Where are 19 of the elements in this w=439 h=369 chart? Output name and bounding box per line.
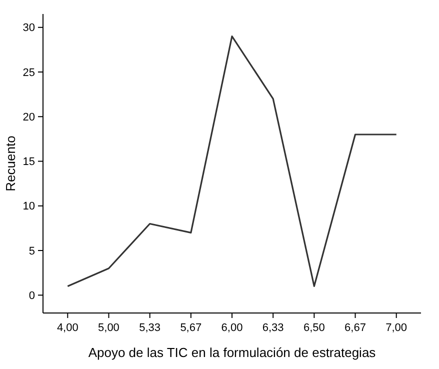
y-tick-label: 30 [22, 22, 35, 34]
x-tick-label: 5,00 [98, 322, 120, 334]
line-series [66, 36, 398, 288]
x-tick-label: 6,00 [221, 322, 243, 334]
x-tick-label: 6,67 [344, 322, 366, 334]
y-tick-label: 15 [22, 156, 35, 168]
x-axis-title: Apoyo de las TIC en la formulación de estrategias [88, 345, 376, 360]
x-tick-label: 4,00 [56, 322, 78, 334]
x-tick-label: 5,33 [139, 322, 161, 334]
y-tick-label: 10 [22, 200, 35, 213]
y-axis-title: Recuento [3, 136, 18, 192]
y-tick-label: 0 [28, 290, 35, 302]
x-tick-label: 6,50 [303, 322, 325, 334]
y-tick-label: 20 [22, 111, 35, 124]
x-tick-label: 5,67 [180, 322, 202, 334]
x-tick-label: 6,33 [262, 322, 284, 334]
x-tick-label: 7,00 [386, 322, 408, 334]
y-tick-label: 5 [28, 245, 35, 258]
y-tick-label: 25 [22, 66, 35, 79]
